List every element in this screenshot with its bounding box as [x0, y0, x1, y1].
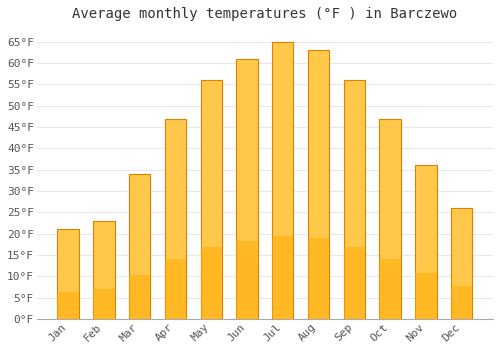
- Bar: [380, 119, 401, 319]
- Bar: [200, 247, 222, 319]
- Bar: [344, 247, 365, 319]
- Bar: [451, 286, 472, 319]
- Bar: [165, 119, 186, 319]
- Bar: [272, 42, 293, 319]
- Bar: [344, 80, 365, 319]
- Bar: [129, 275, 150, 319]
- Bar: [451, 208, 472, 319]
- Title: Average monthly temperatures (°F ) in Barczewo: Average monthly temperatures (°F ) in Ba…: [72, 7, 458, 21]
- Bar: [165, 259, 186, 319]
- Bar: [58, 229, 79, 319]
- Bar: [129, 174, 150, 319]
- Bar: [200, 80, 222, 319]
- Bar: [236, 59, 258, 319]
- Bar: [415, 273, 436, 319]
- Bar: [272, 236, 293, 319]
- Bar: [93, 289, 114, 319]
- Bar: [380, 259, 401, 319]
- Bar: [308, 50, 330, 319]
- Bar: [93, 221, 114, 319]
- Bar: [415, 166, 436, 319]
- Bar: [236, 241, 258, 319]
- Bar: [58, 292, 79, 319]
- Bar: [308, 238, 330, 319]
